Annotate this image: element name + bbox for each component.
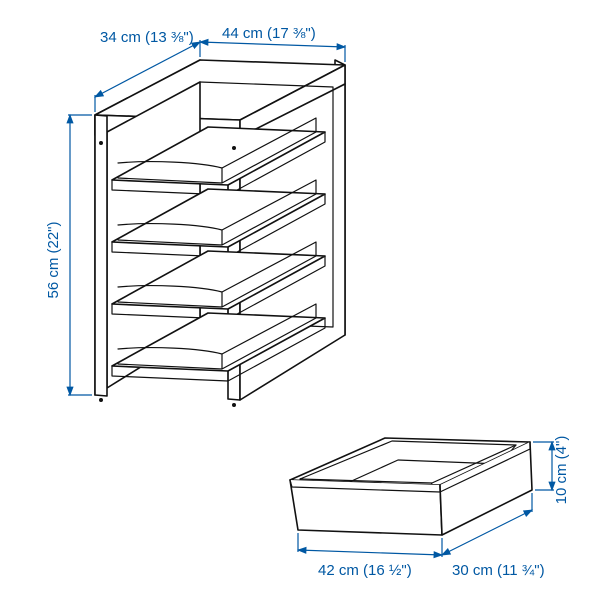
dim-cabinet-width: 44 cm (17 ⅜") <box>200 25 345 62</box>
dim-height-label: 56 cm (22") <box>45 221 62 298</box>
dim-tray-height-label: 10 cm (4") <box>553 436 570 505</box>
dim-depth-label: 34 cm (13 ⅜") <box>100 29 194 46</box>
dim-tray-height: 10 cm (4") <box>533 436 570 505</box>
dim-width-label: 44 cm (17 ⅜") <box>222 25 316 42</box>
dim-tray-width-label: 42 cm (16 ½") <box>318 562 412 579</box>
dimension-diagram: 34 cm (13 ⅜") 44 cm (17 ⅜") 56 cm (22") <box>0 0 600 600</box>
dim-tray-depth-label: 30 cm (11 ¾") <box>452 562 545 579</box>
tray-drawing <box>290 438 532 535</box>
dim-cabinet-height: 56 cm (22") <box>45 115 92 395</box>
dim-tray-width: 42 cm (16 ½") <box>298 533 442 579</box>
cabinet-drawing <box>95 60 345 407</box>
